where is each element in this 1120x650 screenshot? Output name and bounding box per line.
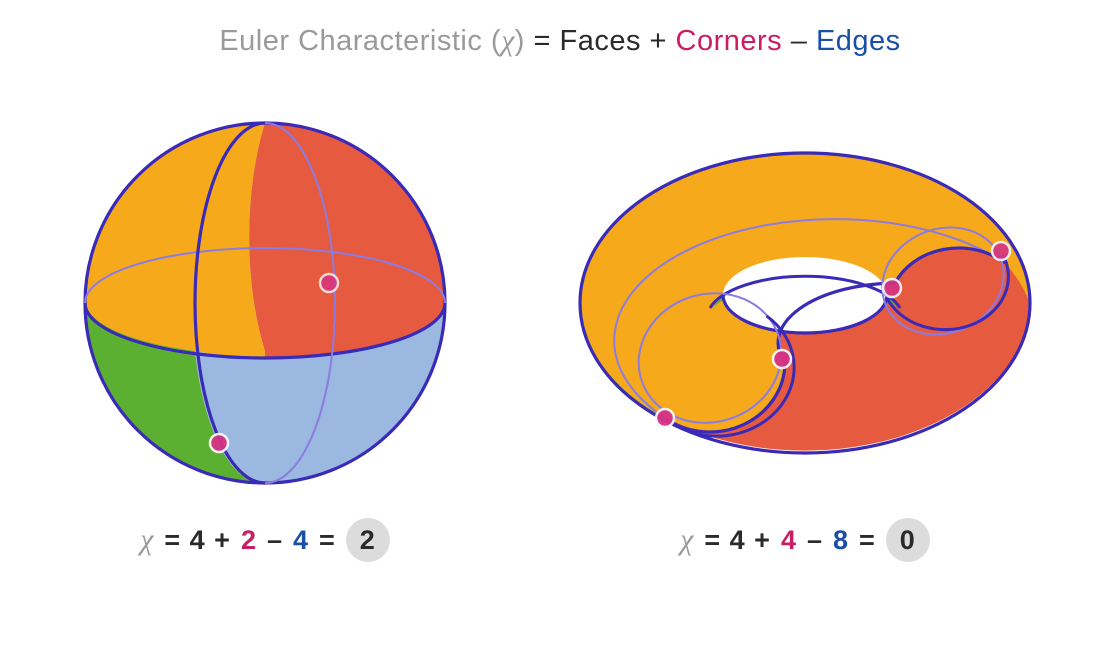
sphere-face-orange xyxy=(85,123,265,358)
sphere-vertex-front xyxy=(210,434,228,452)
torus-eq-equals: = xyxy=(859,525,876,556)
sphere-formula: χ = 4 + 2 – 4 = 2 xyxy=(140,518,390,562)
torus-column: χ = 4 + 4 – 8 = 0 xyxy=(565,88,1045,562)
sphere-eq-edges: 4 xyxy=(293,525,309,556)
sphere-face-red xyxy=(249,123,445,358)
sphere-column: χ = 4 + 2 – 4 = 2 xyxy=(75,88,455,562)
sphere-svg xyxy=(75,113,455,493)
title-corners: Corners xyxy=(676,25,783,57)
title-paren-open: ( xyxy=(491,25,501,57)
torus-formula: χ = 4 + 4 – 8 = 0 xyxy=(680,518,930,562)
torus-vertex-4 xyxy=(992,242,1010,260)
page-title: Euler Characteristic (χ) = Faces + Corne… xyxy=(219,24,900,58)
sphere-eq-faces: = 4 + xyxy=(164,525,231,556)
torus-result-badge: 0 xyxy=(886,518,930,562)
title-chi: χ xyxy=(501,24,515,57)
sphere-eq-minus: – xyxy=(267,525,283,556)
sphere-result-badge: 2 xyxy=(346,518,390,562)
torus-vertex-1 xyxy=(656,409,674,427)
sphere-vertex-back xyxy=(320,274,338,292)
title-prefix: Euler Characteristic xyxy=(219,25,491,57)
sphere-eq-corners: 2 xyxy=(241,525,257,556)
torus-svg xyxy=(565,133,1045,473)
title-minus: – xyxy=(782,25,816,57)
torus-eq-faces: = 4 + xyxy=(704,525,771,556)
title-edges: Edges xyxy=(816,25,901,57)
torus-figure xyxy=(565,88,1045,518)
torus-eq-minus: – xyxy=(807,525,823,556)
sphere-figure xyxy=(75,88,455,518)
torus-eq-corners: 4 xyxy=(781,525,797,556)
sphere-eq-equals: = xyxy=(319,525,336,556)
shapes-row: χ = 4 + 2 – 4 = 2 xyxy=(0,88,1120,562)
sphere-chi: χ xyxy=(140,523,154,557)
torus-vertex-3 xyxy=(883,279,901,297)
torus-eq-edges: 8 xyxy=(833,525,849,556)
title-faces: = Faces + xyxy=(525,25,676,57)
torus-chi: χ xyxy=(680,523,694,557)
torus-vertex-2 xyxy=(773,350,791,368)
title-paren-close: ) xyxy=(515,25,525,57)
